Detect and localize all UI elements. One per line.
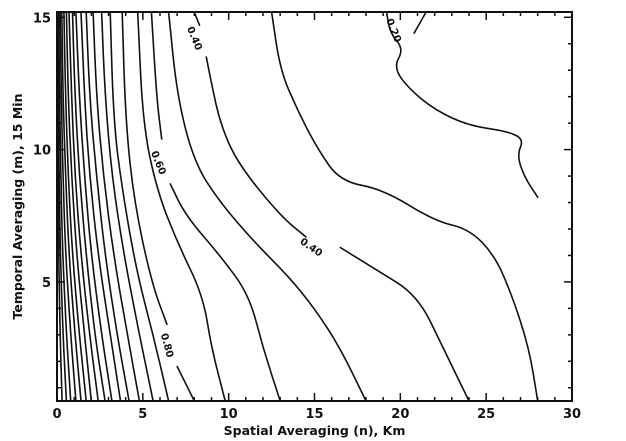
contour-labels: 0.40 0.200.600.400.80 [148, 17, 403, 359]
contour-label-0: 0.40 [184, 25, 203, 52]
contour-line-4 [205, 56, 307, 238]
contour-line-22 [61, 11, 82, 402]
contour-line-0 [385, 11, 539, 198]
contour-line-7 [169, 183, 281, 402]
contour-line-13 [100, 11, 154, 402]
contour-line-5 [193, 11, 201, 26]
x-tick-label: 15 [305, 407, 323, 422]
x-tick-label: 10 [220, 407, 238, 422]
contour-label-4: 0.80 [158, 332, 175, 359]
contour-line-2 [270, 11, 539, 402]
x-tick-label: 30 [563, 407, 581, 422]
contour-line-6 [167, 11, 367, 402]
contour-line-14 [92, 11, 141, 402]
contour-lines [56, 11, 539, 402]
y-tick-label: 5 [42, 276, 51, 291]
contour-line-19 [68, 11, 99, 402]
contour-line-8 [150, 11, 163, 140]
x-tick-label: 0 [52, 407, 61, 422]
contour-line-21 [63, 11, 87, 402]
y-tick-label: 15 [33, 11, 51, 26]
x-tick-label: 25 [477, 407, 495, 422]
tick-labels: 0 5 10 15 20 25 30 5 10 15 [33, 11, 581, 422]
contour-line-20 [65, 11, 93, 402]
x-tick-label: 5 [138, 407, 147, 422]
contour-line-18 [71, 11, 106, 402]
contour-line-10 [176, 365, 196, 402]
x-axis-label: Spatial Averaging (n), Km [224, 423, 406, 438]
axis-ticks [56, 12, 573, 401]
y-tick-label: 10 [33, 144, 51, 159]
contour-line-12 [109, 11, 170, 402]
contour-line-15 [85, 11, 130, 402]
plot-frame [56, 11, 573, 402]
contour-label-3: 0.40 [298, 236, 325, 259]
x-tick-label: 20 [391, 407, 409, 422]
contour-line-26 [56, 11, 63, 402]
contour-label-1: 0.20 [383, 17, 402, 44]
contour-line-9 [136, 11, 226, 402]
contour-line-17 [75, 11, 113, 402]
contour-line-1 [413, 11, 427, 34]
y-axis-label: Temporal Averaging (m), 15 Min [10, 94, 25, 320]
contour-line-11 [121, 11, 168, 326]
contour-line-24 [57, 11, 72, 402]
contour-line-23 [59, 11, 77, 402]
contour-line-3 [339, 246, 470, 402]
contour-line-16 [80, 11, 122, 402]
